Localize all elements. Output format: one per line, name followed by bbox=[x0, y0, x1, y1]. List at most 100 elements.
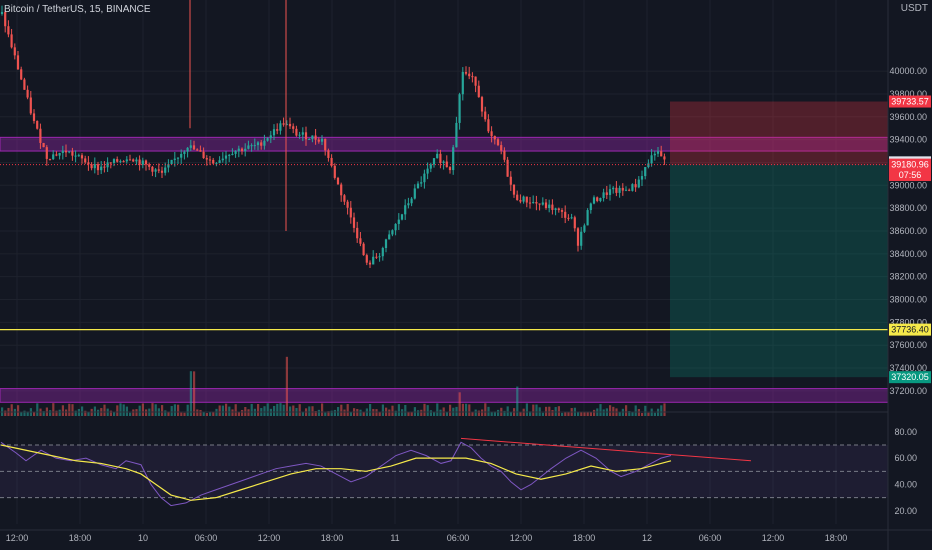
time-tick-label: 12 bbox=[642, 533, 652, 543]
candle-body bbox=[548, 204, 551, 209]
candle-body bbox=[132, 159, 135, 162]
volume-bar bbox=[455, 406, 458, 416]
volume-bar bbox=[65, 409, 68, 416]
volume-bar bbox=[381, 404, 384, 416]
volume-bar bbox=[23, 410, 26, 416]
volume-bar bbox=[97, 409, 100, 416]
volume-bar bbox=[125, 406, 128, 416]
volume-bar bbox=[449, 404, 452, 416]
candle-body bbox=[13, 47, 16, 56]
candle-body bbox=[452, 147, 455, 171]
candle-body bbox=[234, 150, 237, 154]
candle-body bbox=[525, 196, 528, 203]
volume-bar bbox=[567, 412, 570, 416]
candle-body bbox=[628, 189, 631, 191]
volume-bar bbox=[180, 412, 183, 416]
candle-body bbox=[285, 123, 288, 125]
candle-body bbox=[487, 119, 490, 132]
candle-body bbox=[576, 228, 580, 246]
candle-body bbox=[263, 140, 266, 146]
volume-bar bbox=[653, 412, 656, 416]
candle-body bbox=[413, 188, 416, 199]
price-tick-label: 39600.00 bbox=[889, 112, 927, 122]
volume-bar bbox=[445, 411, 448, 416]
price-tick-label: 38000.00 bbox=[889, 295, 927, 305]
volume-bar bbox=[247, 409, 250, 416]
candle-body bbox=[560, 210, 564, 212]
candle-body bbox=[192, 145, 196, 150]
candle-body bbox=[202, 151, 205, 159]
volume-bar bbox=[183, 412, 186, 416]
candle-body bbox=[423, 173, 426, 183]
candle-body bbox=[135, 159, 138, 162]
candle-body bbox=[388, 234, 391, 240]
price-label-tag bbox=[889, 169, 931, 182]
candle-body bbox=[564, 211, 567, 218]
candle-body bbox=[55, 154, 58, 156]
candle-body bbox=[615, 187, 618, 193]
volume-bar bbox=[580, 412, 583, 416]
volume-bar bbox=[583, 411, 586, 416]
time-tick-label: 18:00 bbox=[573, 533, 596, 543]
volume-bar bbox=[545, 406, 548, 416]
candle-body bbox=[448, 167, 452, 171]
volume-bar bbox=[193, 371, 196, 416]
volume-bar bbox=[17, 405, 20, 416]
volume-bar bbox=[301, 412, 304, 416]
volume-bar bbox=[266, 403, 269, 416]
candle-body bbox=[324, 138, 327, 151]
position-target-zone bbox=[670, 164, 888, 378]
candle-body bbox=[231, 153, 234, 155]
candle-body bbox=[631, 184, 634, 191]
candle-body bbox=[346, 201, 349, 208]
candle-body bbox=[256, 142, 260, 146]
volume-bar bbox=[490, 412, 493, 416]
candle-body bbox=[650, 155, 653, 164]
candle-body bbox=[160, 170, 164, 173]
candle-body bbox=[250, 145, 253, 147]
candle-body bbox=[496, 139, 500, 146]
candle-body bbox=[528, 202, 532, 204]
candle-body bbox=[432, 158, 436, 165]
volume-bar bbox=[218, 405, 221, 416]
candle-body bbox=[519, 200, 522, 202]
volume-bar bbox=[586, 411, 589, 416]
volume-bar bbox=[525, 403, 528, 416]
volume-bar bbox=[644, 405, 647, 416]
candle-body bbox=[468, 73, 471, 77]
volume-bar bbox=[205, 412, 208, 416]
volume-bar bbox=[541, 412, 544, 416]
candle-body bbox=[400, 214, 404, 220]
volume-bar bbox=[509, 412, 512, 416]
volume-bar bbox=[343, 409, 346, 416]
volume-bar bbox=[289, 406, 292, 416]
candle-body bbox=[570, 217, 573, 219]
volume-bar bbox=[468, 404, 471, 416]
volume-bar bbox=[202, 411, 205, 416]
volume-bar bbox=[641, 412, 644, 416]
volume-bar bbox=[589, 411, 592, 416]
candle-body bbox=[205, 158, 208, 160]
candle-body bbox=[506, 159, 509, 177]
price-tick-label: 38800.00 bbox=[889, 203, 927, 213]
volume-bar bbox=[298, 404, 301, 416]
time-tick-label: 12:00 bbox=[258, 533, 281, 543]
volume-bar bbox=[276, 403, 279, 416]
candle-body bbox=[535, 202, 538, 204]
volume-bar bbox=[119, 403, 122, 416]
candle-body bbox=[644, 167, 647, 177]
volume-bar bbox=[369, 403, 372, 416]
candle-body bbox=[189, 145, 192, 148]
price-tick-label: 38200.00 bbox=[889, 272, 927, 282]
volume-bar bbox=[87, 412, 90, 416]
time-tick-label: 12:00 bbox=[510, 533, 533, 543]
rsi-divergence-trendline bbox=[460, 437, 752, 462]
candle-body bbox=[4, 11, 7, 27]
candle-body bbox=[29, 97, 32, 114]
time-tick-label: 10 bbox=[138, 533, 148, 543]
volume-bar bbox=[493, 411, 496, 416]
candle-body bbox=[544, 202, 548, 209]
volume-bar bbox=[330, 410, 333, 416]
